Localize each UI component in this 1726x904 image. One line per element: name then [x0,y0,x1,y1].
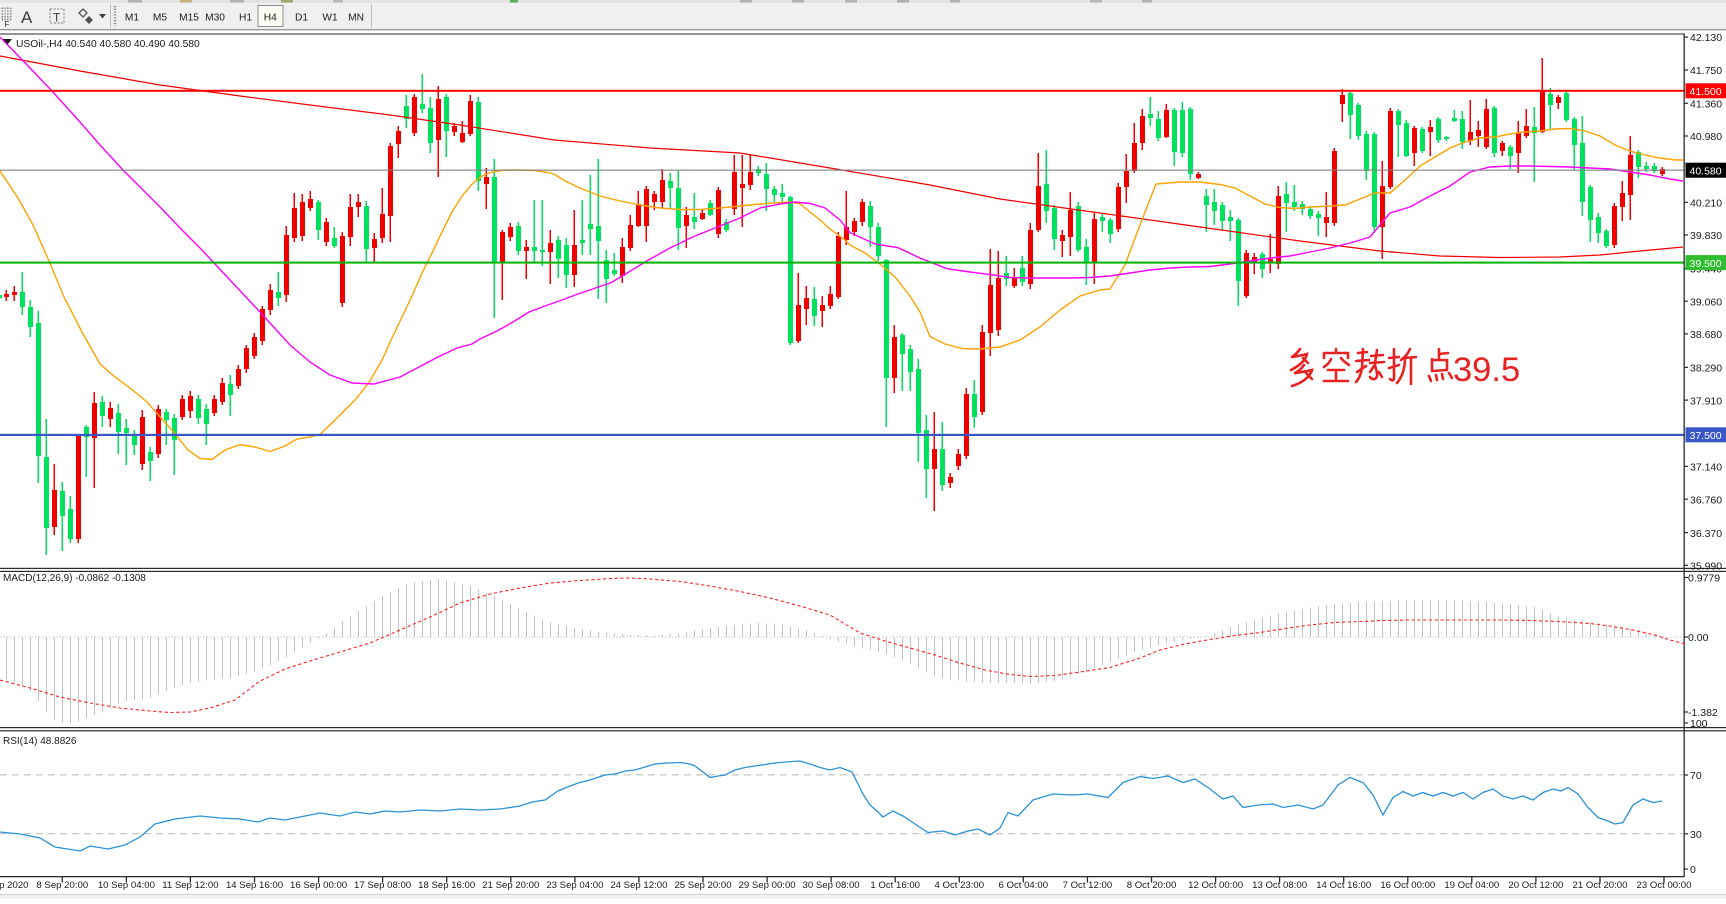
svg-text:30 Sep 08:00: 30 Sep 08:00 [803,880,860,891]
svg-text:14 Oct 16:00: 14 Oct 16:00 [1316,880,1371,891]
svg-text:MN: MN [348,13,364,24]
svg-text:36.760: 36.760 [1690,494,1722,506]
svg-text:8 Oct 20:00: 8 Oct 20:00 [1127,880,1177,891]
svg-text:30: 30 [1690,829,1702,841]
svg-text:21 Oct 20:00: 21 Oct 20:00 [1573,880,1628,891]
svg-text:16 Oct 00:00: 16 Oct 00:00 [1380,880,1435,891]
svg-text:37.500: 37.500 [1690,430,1722,442]
svg-text:M1: M1 [125,13,139,24]
svg-text:11 Sep 12:00: 11 Sep 12:00 [162,880,218,891]
svg-text:41.500: 41.500 [1690,86,1722,98]
svg-text:12 Oct 00:00: 12 Oct 00:00 [1188,880,1243,891]
svg-text:M5: M5 [153,13,167,24]
svg-text:14 Sep 16:00: 14 Sep 16:00 [226,880,283,891]
svg-text:16 Sep 00:00: 16 Sep 00:00 [290,880,347,891]
svg-text:RSI(14) 48.8826: RSI(14) 48.8826 [3,736,77,747]
svg-text:39.5: 39.5 [1453,351,1520,389]
svg-text:29 Sep 00:00: 29 Sep 00:00 [739,880,796,891]
svg-text:8 Sep 20:00: 8 Sep 20:00 [36,880,88,891]
svg-text:37.140: 37.140 [1690,462,1722,474]
svg-text:36.370: 36.370 [1690,528,1722,540]
svg-text:7 Sep 2020: 7 Sep 2020 [0,880,29,891]
svg-text:H1: H1 [239,13,252,24]
svg-text:13 Oct 08:00: 13 Oct 08:00 [1252,880,1307,891]
svg-text:A: A [21,8,33,27]
svg-text:0.00: 0.00 [1688,632,1709,644]
svg-text:H4: H4 [264,13,277,24]
svg-text:25 Sep 20:00: 25 Sep 20:00 [674,880,731,891]
svg-text:40.580: 40.580 [1690,166,1722,178]
svg-text:40.210: 40.210 [1690,198,1722,210]
svg-text:MACD(12,26,9) -0.0862 -0.1308: MACD(12,26,9) -0.0862 -0.1308 [3,573,146,584]
svg-text:M15: M15 [179,13,199,24]
svg-text:USOil-,H4 40.540 40.580 40.49: USOil-,H4 40.540 40.580 40.490 40.580 [16,39,200,50]
svg-text:20 Oct 12:00: 20 Oct 12:00 [1508,880,1563,891]
svg-text:18 Sep 16:00: 18 Sep 16:00 [418,880,475,891]
svg-text:4 Oct 23:00: 4 Oct 23:00 [934,880,984,891]
svg-text:38.680: 38.680 [1690,329,1722,341]
svg-text:41.360: 41.360 [1690,99,1722,111]
svg-text:39.830: 39.830 [1690,230,1722,242]
svg-text:37.910: 37.910 [1690,395,1722,407]
svg-text:0.9779: 0.9779 [1688,573,1720,585]
svg-text:42.130: 42.130 [1690,32,1722,44]
svg-text:T: T [53,11,61,25]
svg-text:F: F [5,20,10,29]
svg-text:24 Sep 12:00: 24 Sep 12:00 [610,880,667,891]
svg-text:41.750: 41.750 [1690,65,1722,77]
svg-text:17 Sep 08:00: 17 Sep 08:00 [354,880,411,891]
svg-text:39.500: 39.500 [1690,258,1722,270]
svg-text:M30: M30 [205,13,225,24]
svg-text:40.980: 40.980 [1690,131,1722,143]
svg-text:100: 100 [1690,718,1708,730]
svg-text:10 Sep 04:00: 10 Sep 04:00 [98,880,155,891]
svg-text:38.290: 38.290 [1690,363,1722,375]
svg-text:6 Oct 04:00: 6 Oct 04:00 [998,880,1048,891]
svg-text:7 Oct 12:00: 7 Oct 12:00 [1063,880,1113,891]
svg-text:W1: W1 [322,13,338,24]
svg-text:23 Sep 04:00: 23 Sep 04:00 [546,880,603,891]
svg-text:23 Oct 00:00: 23 Oct 00:00 [1637,880,1692,891]
svg-text:19 Oct 04:00: 19 Oct 04:00 [1444,880,1499,891]
svg-text:39.060: 39.060 [1690,296,1722,308]
svg-text:21 Sep 20:00: 21 Sep 20:00 [482,880,539,891]
svg-text:35.990: 35.990 [1690,561,1722,573]
svg-text:D1: D1 [295,13,308,24]
svg-text:70: 70 [1690,770,1702,782]
svg-text:0: 0 [1690,864,1696,876]
svg-text:1 Oct 16:00: 1 Oct 16:00 [870,880,920,891]
